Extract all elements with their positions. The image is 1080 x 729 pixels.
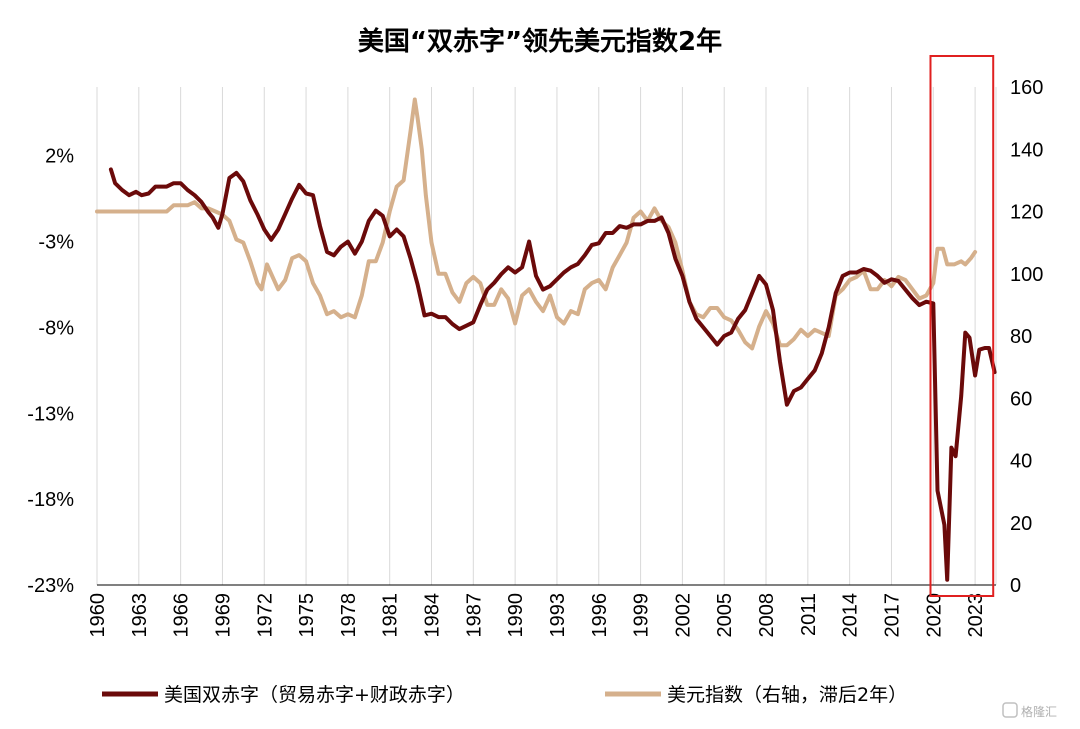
- chart-title: 美国“双赤字”领先美元指数2年: [358, 26, 722, 57]
- x-tick-label: 1963: [129, 593, 151, 638]
- left-y-tick-label: 2%: [45, 146, 74, 168]
- x-tick-label: 1984: [422, 593, 444, 638]
- x-tick-label: 1999: [631, 593, 653, 638]
- x-tick-label: 2011: [798, 593, 820, 636]
- x-tick-label: 1960: [87, 593, 109, 638]
- legend-label-dollar-index: 美元指数（右轴，滞后2年）: [667, 684, 907, 706]
- watermark: 格隆汇: [1002, 702, 1057, 719]
- watermark-logo-icon: [1002, 702, 1018, 718]
- x-tick-label: 1975: [296, 593, 318, 638]
- series-line-dollar-index: [95, 97, 978, 351]
- left-y-tick-label: -8%: [38, 317, 74, 339]
- legend-label-twin-deficit: 美国双赤字（贸易赤字+财政赤字）: [164, 684, 465, 706]
- x-tick-label: 2002: [672, 593, 694, 638]
- right-y-tick-label: 20: [1010, 513, 1032, 535]
- x-tick-label: 2014: [840, 593, 862, 638]
- highlight-region: [929, 55, 995, 597]
- x-tick-label: 2023: [965, 593, 987, 638]
- x-tick-label: 2008: [756, 593, 778, 638]
- right-y-tick-label: 60: [1010, 388, 1032, 410]
- x-tick-label: 2020: [923, 593, 945, 638]
- left-y-tick-label: -18%: [27, 489, 74, 511]
- highlight-box: [929, 55, 995, 597]
- right-y-tick-label: 0: [1010, 575, 1021, 597]
- right-y-tick-label: 120: [1010, 202, 1043, 224]
- x-tick-label: 1981: [380, 593, 402, 638]
- x-tick-label: 1966: [171, 593, 193, 638]
- right-y-tick-label: 40: [1010, 451, 1032, 473]
- x-tick-label: 2017: [881, 593, 903, 638]
- grid: [96, 87, 997, 585]
- x-tick-label: 1987: [463, 593, 485, 638]
- right-y-tick-label: 160: [1010, 77, 1043, 99]
- x-tick-label: 1978: [338, 593, 360, 638]
- x-tick-label: 1993: [547, 593, 569, 638]
- series-line-twin-deficit: [108, 167, 997, 582]
- axes: 1960 1963 1966 1969 1972 1975 1978 1981 1984 1987…: [27, 77, 1043, 638]
- legend: 美国双赤字（贸易赤字+财政赤字） 美元指数（右轴，滞后2年）: [102, 684, 907, 706]
- watermark-text: 格隆汇: [1021, 704, 1057, 719]
- series-lines: [95, 97, 997, 582]
- left-y-tick-label: -13%: [27, 403, 74, 425]
- x-tick-label: 1969: [212, 593, 234, 638]
- x-tick-label: 1972: [254, 593, 276, 638]
- right-y-tick-label: 80: [1010, 326, 1032, 348]
- x-tick-label: 1996: [589, 593, 611, 638]
- right-y-tick-label: 140: [1010, 139, 1043, 161]
- right-y-tick-label: 100: [1010, 264, 1043, 286]
- x-tick-label: 2005: [714, 593, 736, 638]
- left-y-tick-label: -23%: [27, 575, 74, 597]
- left-y-tick-label: -3%: [38, 232, 74, 254]
- x-tick-label: 1990: [505, 593, 527, 638]
